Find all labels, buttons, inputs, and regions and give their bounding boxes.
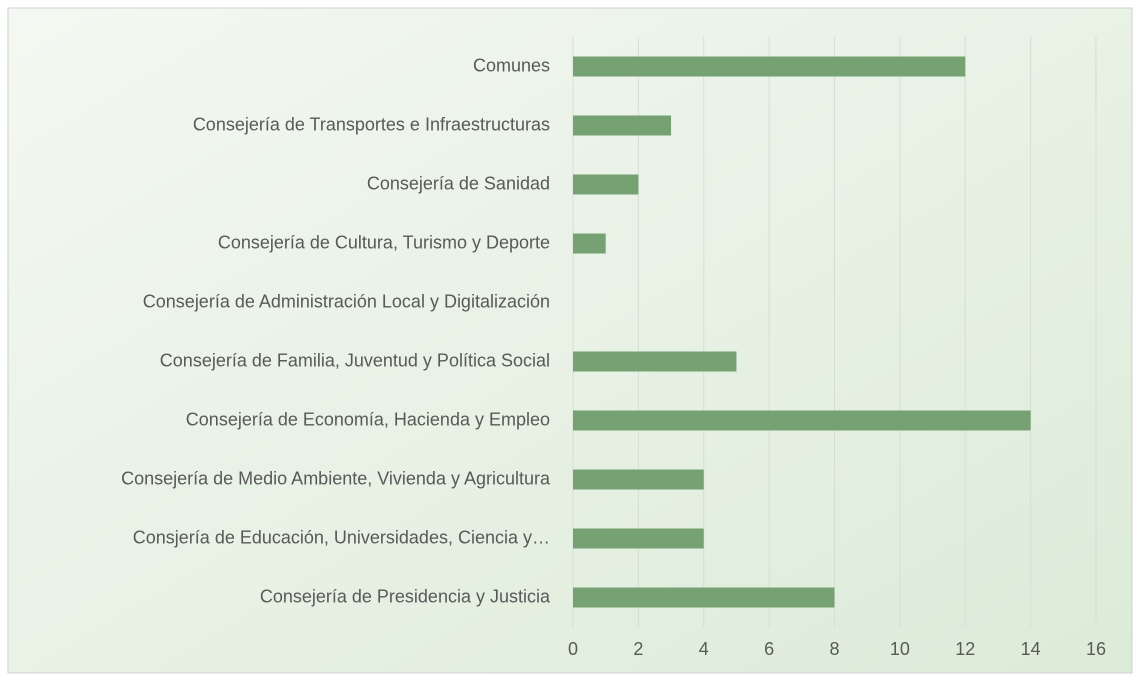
bar — [573, 410, 1031, 431]
y-tick-label: Consejería de Sanidad — [367, 173, 550, 193]
chart-background — [7, 7, 1133, 674]
bar — [573, 115, 672, 136]
x-tick-label: 12 — [955, 639, 975, 659]
y-tick-label: Consejería de Economía, Hacienda y Emple… — [186, 409, 550, 429]
y-tick-label: Consjería de Educación, Universidades, C… — [133, 527, 550, 547]
bar — [573, 174, 639, 195]
y-tick-label: Consejería de Administración Local y Dig… — [143, 291, 550, 311]
x-tick-label: 14 — [1021, 639, 1041, 659]
bar — [573, 351, 737, 372]
x-tick-label: 2 — [633, 639, 643, 659]
bar — [573, 233, 606, 254]
y-tick-label: Consejería de Presidencia y Justicia — [260, 586, 551, 606]
y-tick-label: Consejería de Medio Ambiente, Vivienda y… — [121, 468, 551, 488]
x-tick-label: 4 — [699, 639, 709, 659]
x-tick-label: 6 — [764, 639, 774, 659]
y-tick-label: Comunes — [473, 55, 550, 75]
bar — [573, 56, 966, 77]
x-tick-label: 16 — [1086, 639, 1106, 659]
y-tick-label: Consejería de Transportes e Infraestruct… — [193, 114, 550, 134]
bar — [573, 469, 704, 490]
x-tick-label: 10 — [890, 639, 910, 659]
bar — [573, 528, 704, 549]
bar — [573, 587, 835, 608]
y-tick-label: Consejería de Cultura, Turismo y Deporte — [218, 232, 550, 252]
x-tick-label: 0 — [568, 639, 578, 659]
x-tick-label: 8 — [829, 639, 839, 659]
y-tick-label: Consejería de Familia, Juventud y Políti… — [160, 350, 550, 370]
